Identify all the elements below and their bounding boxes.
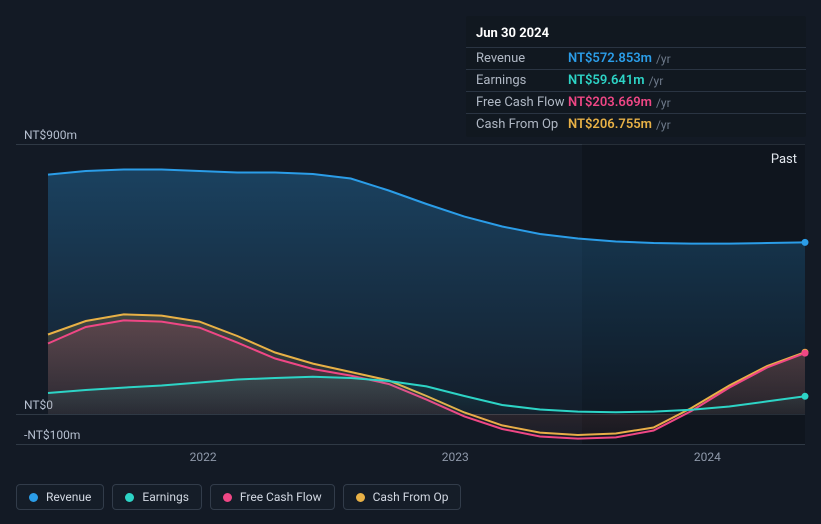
gridline (16, 444, 805, 445)
tooltip-row: Free Cash FlowNT$203.669m/yr (466, 91, 806, 113)
series-endcap-earnings (802, 393, 809, 400)
legend-label: Earnings (142, 490, 189, 504)
legend-label: Free Cash Flow (240, 490, 322, 504)
legend-swatch-icon (223, 493, 232, 502)
tooltip-row-suffix: /yr (656, 96, 671, 110)
tooltip-row-label: Cash From Op (476, 117, 568, 132)
legend-item-earnings[interactable]: Earnings (112, 484, 202, 510)
tooltip-row: RevenueNT$572.853m/yr (466, 47, 806, 69)
tooltip-row: Cash From OpNT$206.755m/yr (466, 113, 806, 135)
legend-swatch-icon (29, 493, 38, 502)
legend-item-revenue[interactable]: Revenue (16, 484, 104, 510)
legend-item-free_cash_flow[interactable]: Free Cash Flow (210, 484, 335, 510)
tooltip-row-value: NT$572.853m (568, 51, 652, 66)
legend-label: Revenue (46, 490, 91, 504)
tooltip-row-label: Free Cash Flow (476, 95, 568, 110)
y-axis-label: NT$900m (24, 128, 77, 142)
tooltip-row-suffix: /yr (649, 74, 664, 88)
series-endcap-free_cash_flow (802, 350, 809, 357)
series-endcap-revenue (802, 239, 809, 246)
tooltip-row-suffix: /yr (656, 118, 671, 132)
tooltip-row: EarningsNT$59.641m/yr (466, 69, 806, 91)
tooltip-row-label: Earnings (476, 73, 568, 88)
x-axis: 2022 2023 2024 (16, 450, 805, 468)
chart-svg (16, 144, 805, 444)
x-axis-label: 2024 (694, 450, 721, 464)
chart-tooltip: Jun 30 2024 RevenueNT$572.853m/yrEarning… (466, 16, 806, 137)
tooltip-row-value: NT$59.641m (568, 73, 645, 88)
tooltip-row-value: NT$203.669m (568, 95, 652, 110)
legend: Revenue Earnings Free Cash Flow Cash From O… (16, 484, 461, 510)
legend-swatch-icon (125, 493, 134, 502)
tooltip-date: Jun 30 2024 (466, 22, 806, 47)
legend-swatch-icon (356, 493, 365, 502)
tooltip-row-value: NT$206.755m (568, 117, 652, 132)
tooltip-row-suffix: /yr (656, 52, 671, 66)
chart-plot-area: Past (16, 144, 805, 444)
x-axis-label: 2022 (190, 450, 217, 464)
legend-item-cash_from_op[interactable]: Cash From Op (343, 484, 462, 510)
x-axis-label: 2023 (442, 450, 469, 464)
tooltip-row-label: Revenue (476, 51, 568, 66)
legend-label: Cash From Op (373, 490, 449, 504)
